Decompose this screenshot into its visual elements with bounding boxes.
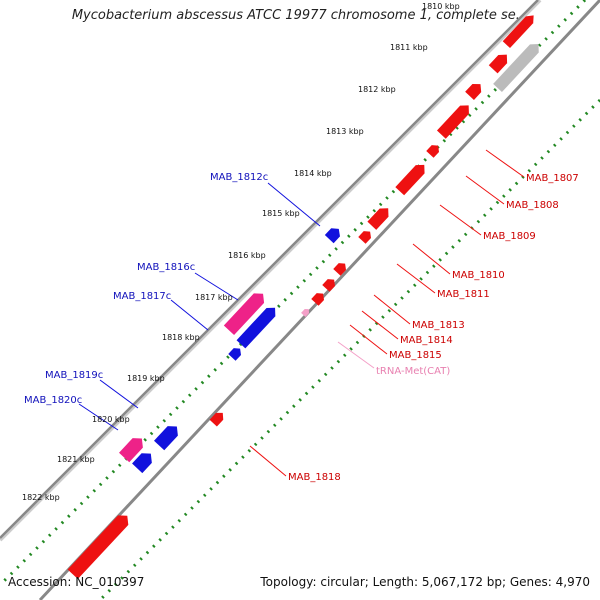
- backbone-line: [0, 0, 539, 539]
- gene-mab-1811-shape: [426, 145, 440, 158]
- gene-mab-1818-shape: [209, 412, 224, 427]
- scale-tick-label: 1814 kbp: [294, 169, 332, 178]
- leader-reverse: [78, 403, 119, 431]
- gene-mab-1820c[interactable]: [132, 449, 156, 474]
- gene-small-blue[interactable]: [228, 345, 243, 361]
- gene-mab-1818c[interactable]: [311, 290, 326, 306]
- label-reverse-gene: MAB_1816c: [137, 262, 195, 273]
- gene-mab-1810[interactable]: [436, 101, 473, 139]
- scale-tick-label: 1822 kbp: [22, 493, 60, 502]
- gene-mab-1807-shape: [502, 15, 534, 49]
- leader-forward: [465, 175, 505, 205]
- ruler-line-inner: [98, 98, 600, 600]
- scale-tick-label: 1817 kbp: [195, 293, 233, 302]
- gene-mab-1811[interactable]: [426, 142, 441, 158]
- gene-mab-1820c-shape: [132, 453, 152, 474]
- gene-mab-1815[interactable]: [358, 228, 373, 244]
- scale-tick-label: 1815 kbp: [262, 209, 300, 218]
- gene-mab-1816c-shape: [223, 293, 265, 336]
- scale-tick-label: 1813 kbp: [326, 127, 364, 136]
- scale-tick-label: 1821 kbp: [57, 455, 95, 464]
- leader-reverse: [194, 272, 239, 301]
- gene-mab-1814[interactable]: [367, 204, 392, 230]
- scale-tick-label: 1812 kbp: [358, 85, 396, 94]
- leader-reverse: [267, 182, 321, 227]
- leader-trna: [337, 341, 375, 369]
- gene-mab-1808-shape: [488, 54, 508, 74]
- gene-mab-1808[interactable]: [488, 51, 511, 74]
- leader-forward: [485, 149, 525, 178]
- gene-small-blue-shape: [228, 348, 242, 361]
- map-title: Mycobacterium abscessus ATCC 19977 chrom…: [71, 8, 529, 23]
- scale-tick-label: 1816 kbp: [228, 251, 266, 260]
- scale-tick-label: 1811 kbp: [390, 43, 428, 52]
- gene-mab-1818a-shape: [333, 263, 347, 276]
- leader-forward: [396, 263, 436, 294]
- topology-text: Topology: circular; Length: 5,067,172 bp…: [260, 575, 590, 589]
- gene-mab-1813-shape: [395, 164, 425, 196]
- gene-mab-1809-shape: [465, 83, 482, 100]
- scale-tick-label: 1810 kbp: [422, 2, 460, 11]
- gene-mab-1812c[interactable]: [324, 225, 343, 244]
- gene-mab-1817c[interactable]: [236, 304, 280, 349]
- gene-mab-1819c-shape: [154, 426, 178, 451]
- label-trna: tRNA-Met(CAT): [376, 366, 450, 377]
- gene-mab-1815-shape: [358, 231, 372, 244]
- gene-mab-1818a[interactable]: [333, 260, 348, 276]
- leader-forward: [439, 204, 482, 236]
- gene-mab-1813[interactable]: [395, 161, 428, 196]
- gene-mab-1818c-shape: [311, 293, 325, 306]
- gene-mab-1812c-shape: [324, 228, 340, 244]
- scale-tick-label: 1820 kbp: [92, 415, 130, 424]
- backbone-shadow: [0, 0, 542, 542]
- label-reverse-gene: MAB_1819c: [45, 370, 103, 381]
- ruler-line-outer: [0, 0, 587, 587]
- gene-mab-1816c[interactable]: [223, 289, 268, 336]
- label-forward-gene: MAB_1808: [506, 200, 559, 211]
- gene-mab-1818[interactable]: [209, 409, 227, 427]
- gene-mab-1819c[interactable]: [154, 422, 182, 451]
- label-forward-gene: MAB_1813: [412, 320, 465, 331]
- feature-grey-shape: [493, 44, 539, 93]
- label-reverse-gene: MAB_1812c: [210, 172, 268, 183]
- gene-trna-met-shape: [301, 308, 310, 317]
- leader-forward: [373, 294, 411, 325]
- gene-trna-met[interactable]: [301, 307, 311, 317]
- label-forward-gene: MAB_1810: [452, 270, 505, 281]
- gene-mab-1817c-shape: [236, 307, 276, 349]
- label-forward-gene: MAB_1809: [483, 231, 536, 242]
- gene-mab-1818b-shape: [322, 279, 336, 292]
- label-forward-gene: MAB_1815: [389, 350, 442, 361]
- scale-tick-label: 1818 kbp: [162, 333, 200, 342]
- gene-pink-lower[interactable]: [119, 434, 147, 463]
- scale-tick-label: 1819 kbp: [127, 374, 165, 383]
- label-forward-gene: MAB_1807: [526, 173, 579, 184]
- gene-mab-1810-shape: [436, 105, 469, 139]
- label-forward-gene: MAB_1818: [288, 472, 341, 483]
- leader-reverse: [170, 299, 209, 331]
- gene-mab-1818b[interactable]: [322, 276, 337, 292]
- gene-red-lower[interactable]: [67, 511, 133, 580]
- accession-text: Accession: NC_010397: [8, 575, 145, 589]
- label-forward-gene: MAB_1814: [400, 335, 453, 346]
- gene-mab-1809[interactable]: [465, 80, 485, 100]
- leader-forward: [361, 310, 399, 340]
- gene-mab-1814-shape: [367, 208, 389, 230]
- gene-pink-lower-shape: [119, 438, 143, 463]
- leader-reverse: [99, 379, 139, 409]
- leader-forward: [349, 324, 388, 355]
- gene-red-lower-shape: [67, 515, 129, 580]
- leader-forward: [249, 445, 287, 477]
- label-reverse-gene: MAB_1820c: [24, 395, 82, 406]
- gene-mab-1807[interactable]: [502, 12, 538, 49]
- label-forward-gene: MAB_1811: [437, 289, 490, 300]
- feature-grey[interactable]: [493, 40, 543, 93]
- leader-forward: [412, 243, 451, 275]
- label-reverse-gene: MAB_1817c: [113, 291, 171, 302]
